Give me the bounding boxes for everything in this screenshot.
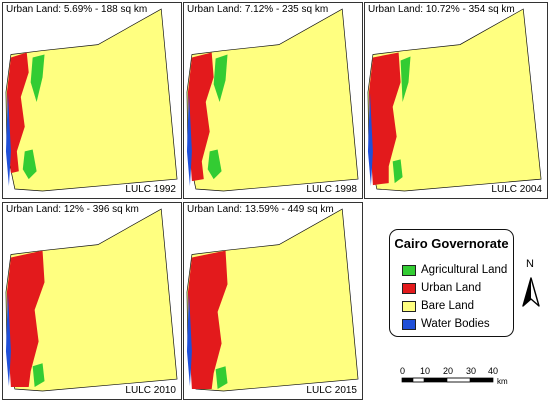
lulc-year-label: LULC 2015 — [306, 385, 357, 396]
lulc-year-label: LULC 1998 — [306, 184, 357, 195]
legend-item-agricultural-land: Agricultural Land — [402, 263, 507, 277]
north-arrow-icon — [522, 277, 540, 307]
map-panel-2010: Urban Land: 12% - 396 sq km LULC 2010 — [2, 202, 182, 400]
legend-label: Bare Land — [421, 300, 475, 312]
scale-label-10: 10 — [420, 366, 431, 376]
lulc-map-1998 — [186, 8, 359, 192]
lulc-map-2010 — [5, 208, 178, 392]
legend-item-water-bodies: Water Bodies — [402, 317, 490, 331]
scale-bar — [401, 377, 494, 383]
legend-label: Water Bodies — [421, 318, 490, 330]
lulc-year-label: LULC 2004 — [491, 184, 542, 195]
legend-item-bare-land: Bare Land — [402, 299, 474, 313]
scale-label-30: 30 — [466, 366, 477, 376]
scale-unit: km — [497, 377, 508, 386]
legend-title: Cairo Governorate — [394, 236, 509, 251]
urban-caption: Urban Land: 13.59% - 449 sq km — [187, 204, 334, 215]
north-label: N — [526, 258, 534, 270]
lulc-map-2015 — [186, 208, 359, 392]
legend-label: Agricultural Land — [421, 264, 508, 276]
map-panel-2004: Urban Land: 10.72% - 354 sq km LULC 2004 — [364, 2, 548, 199]
urban-caption: Urban Land: 12% - 396 sq km — [6, 204, 139, 215]
scale-label-0: 0 — [400, 366, 406, 376]
scale-label-20: 20 — [443, 366, 454, 376]
scale-label-40: 40 — [488, 366, 499, 376]
legend-swatch — [402, 300, 416, 312]
map-legend: Cairo Governorate Agricultural Land Urba… — [389, 229, 514, 337]
urban-caption: Urban Land: 7.12% - 235 sq km — [187, 4, 329, 15]
legend-swatch — [402, 264, 416, 276]
map-panel-1992: Urban Land: 5.69% - 188 sq km LULC 1992 — [2, 2, 182, 199]
legend-label: Urban Land — [421, 282, 482, 294]
urban-caption: Urban Land: 10.72% - 354 sq km — [368, 4, 515, 15]
lulc-year-label: LULC 2010 — [125, 385, 176, 396]
legend-swatch — [402, 318, 416, 330]
legend-item-urban-land: Urban Land — [402, 281, 481, 295]
urban-caption: Urban Land: 5.69% - 188 sq km — [6, 4, 148, 15]
legend-swatch — [402, 282, 416, 294]
lulc-map-2004 — [367, 8, 542, 192]
map-panel-2015: Urban Land: 13.59% - 449 sq km LULC 2015 — [183, 202, 363, 400]
lulc-year-label: LULC 1992 — [125, 184, 176, 195]
lulc-map-1992 — [5, 8, 178, 192]
map-panel-1998: Urban Land: 7.12% - 235 sq km LULC 1998 — [183, 2, 363, 199]
